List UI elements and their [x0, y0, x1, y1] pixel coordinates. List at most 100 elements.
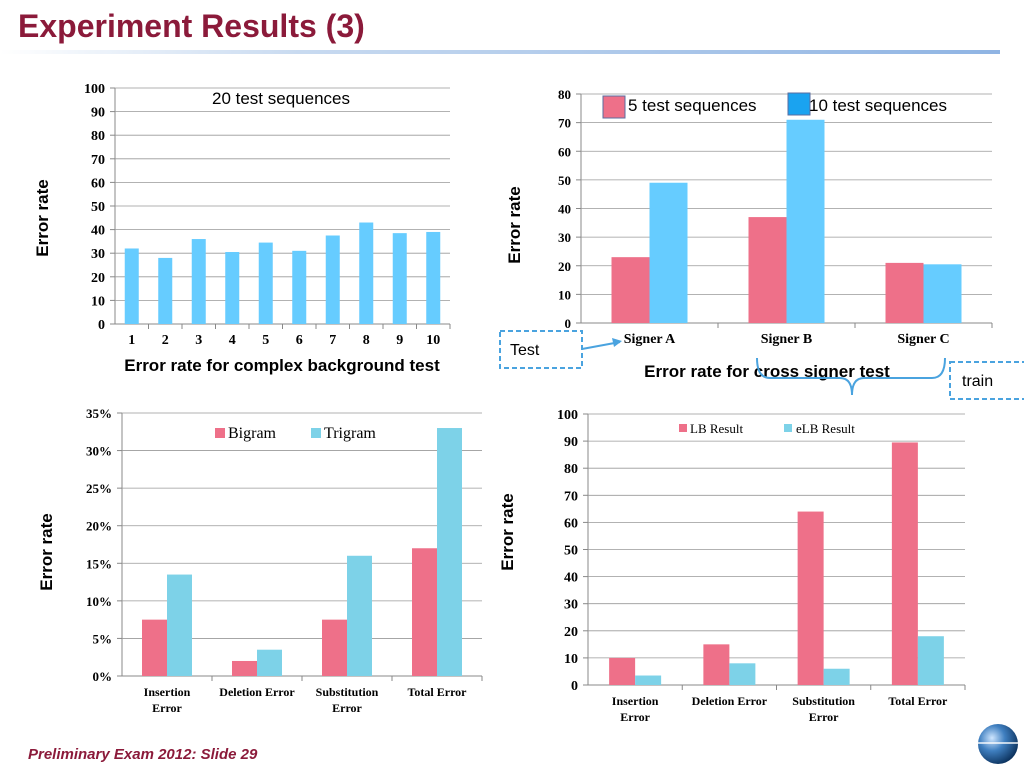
- c1-bar-series-2: [158, 257, 173, 324]
- c2-bar-5-test-sequences-1: [611, 257, 650, 323]
- title-rule: [0, 50, 1000, 54]
- c1-annotation: 20 test sequences: [212, 89, 350, 108]
- c2-bar-10-test-sequences-2: [786, 119, 825, 323]
- c1-category-label: 6: [296, 333, 303, 348]
- c1-y-tick-label: 20: [91, 271, 105, 286]
- train-bracket: [756, 357, 946, 396]
- c2-y-tick-label: 70: [558, 116, 571, 131]
- c4-category-label: Insertion: [612, 694, 659, 708]
- c1-bar-series-5: [258, 242, 273, 324]
- c2-bar-5-test-sequences-2: [748, 217, 787, 323]
- c3-category-label: Insertion: [144, 685, 191, 699]
- c4-legend-label-elb-result: eLB Result: [796, 421, 855, 436]
- c1-y-tick-label: 10: [91, 294, 105, 309]
- c2-bar-10-test-sequences-3: [923, 264, 962, 323]
- c4-y-tick-label: 80: [564, 462, 578, 477]
- c4-category-label: Deletion Error: [692, 694, 768, 708]
- c1-y-tick-label: 50: [91, 200, 105, 215]
- c3-category-label: Total Error: [408, 685, 468, 699]
- c2-category-label: Signer B: [761, 332, 812, 347]
- c3-category-label: Error: [152, 701, 182, 715]
- test-callout-box: [499, 330, 583, 369]
- c4-y-tick-label: 60: [564, 516, 578, 531]
- c1-category-label: 5: [262, 333, 269, 348]
- c1-bar-series-9: [392, 233, 407, 324]
- c2-legend-label-10-test-sequences: 10 test sequences: [809, 96, 947, 115]
- c3-bar-trigram-2: [257, 649, 282, 676]
- c4-category-label: Substitution: [792, 694, 855, 708]
- c2-legend-swatch-10-test-sequences: [787, 92, 811, 116]
- c3-y-tick-label: 10%: [86, 594, 112, 609]
- c3-category-label: Substitution: [316, 685, 379, 699]
- c4-bar-lb-result-1: [609, 657, 636, 685]
- c1-bar-series-3: [191, 239, 206, 324]
- c2-y-tick-label: 50: [558, 173, 571, 188]
- c2-legend-label-5-test-sequences: 5 test sequences: [628, 96, 757, 115]
- c1-y-axis-label: Error rate: [33, 179, 52, 256]
- c4-bar-lb-result-4: [891, 442, 918, 685]
- c2-y-tick-label: 10: [558, 287, 571, 302]
- c3-bar-bigram-1: [142, 619, 167, 676]
- test-callout-label: Test: [510, 342, 540, 359]
- slide-footer: Preliminary Exam 2012: Slide 29: [28, 746, 258, 763]
- c3-category-label: Deletion Error: [219, 685, 295, 699]
- c1-bar-series-4: [225, 252, 240, 324]
- c3-bar-bigram-4: [412, 548, 437, 676]
- c4-bar-elb-result-2: [729, 663, 756, 685]
- c2-bar-5-test-sequences-3: [885, 262, 924, 323]
- c2-legend-swatch-5-test-sequences: [602, 95, 626, 119]
- c3-bar-trigram-1: [167, 574, 192, 676]
- c3-bar-trigram-3: [347, 555, 372, 676]
- c3-legend-label-trigram: Trigram: [324, 425, 376, 442]
- c4-bar-elb-result-1: [635, 675, 662, 685]
- c4-category-label: Error: [620, 710, 650, 724]
- c3-y-tick-label: 30%: [86, 444, 112, 459]
- c3-y-axis-label: Error rate: [37, 513, 56, 590]
- c4-bar-lb-result-2: [703, 644, 730, 685]
- c4-category-label: Error: [809, 710, 839, 724]
- globe-logo-icon: [978, 724, 1018, 764]
- train-callout-label: train: [962, 373, 993, 390]
- c3-y-tick-label: 5%: [93, 631, 113, 646]
- c4-y-tick-label: 30: [564, 598, 578, 613]
- c1-category-label: 3: [195, 333, 202, 348]
- c3-y-tick-label: 25%: [86, 481, 112, 496]
- c1-y-tick-label: 100: [84, 82, 105, 97]
- c2-y-tick-label: 60: [558, 144, 571, 159]
- c3-y-tick-label: 0%: [93, 669, 113, 684]
- c2-category-label: Signer C: [897, 332, 949, 347]
- c2-x-axis-label: Error rate for cross signer test: [644, 362, 890, 381]
- c3-y-tick-label: 35%: [86, 406, 112, 421]
- c1-category-label: 4: [229, 333, 236, 348]
- c1-y-tick-label: 30: [91, 247, 105, 262]
- c4-y-tick-label: 100: [557, 408, 578, 423]
- c1-x-axis-label: Error rate for complex background test: [124, 356, 440, 375]
- c1-category-label: 2: [162, 333, 169, 348]
- c4-legend-swatch-lb-result: [679, 424, 687, 432]
- c4-y-axis-label: Error rate: [498, 493, 517, 570]
- c4-bar-elb-result-4: [917, 636, 944, 685]
- c1-bar-series-6: [292, 250, 307, 324]
- slide-title: Experiment Results (3): [18, 8, 365, 44]
- c3-bar-bigram-3: [322, 619, 347, 676]
- c1-category-label: 7: [329, 333, 336, 348]
- globe-logo-line: [978, 742, 1018, 744]
- c1-y-tick-label: 0: [98, 318, 105, 333]
- c1-category-label: 8: [363, 333, 370, 348]
- train-callout-box: [949, 361, 1024, 400]
- c4-y-tick-label: 70: [564, 489, 578, 504]
- c1-category-label: 1: [128, 333, 135, 348]
- c1-bar-series-10: [426, 231, 441, 324]
- c1-bar-series-1: [124, 248, 139, 324]
- c2-y-tick-label: 40: [558, 202, 571, 217]
- c3-y-tick-label: 15%: [86, 556, 112, 571]
- c4-y-tick-label: 0: [571, 679, 578, 694]
- test-callout-arrow-head: [612, 338, 622, 347]
- c2-category-label: Signer A: [624, 332, 676, 347]
- c4-y-tick-label: 10: [564, 652, 578, 667]
- c1-category-label: 9: [396, 333, 403, 348]
- c3-category-label: Error: [332, 701, 362, 715]
- c3-y-tick-label: 20%: [86, 519, 112, 534]
- c4-legend-label-lb-result: LB Result: [690, 421, 743, 436]
